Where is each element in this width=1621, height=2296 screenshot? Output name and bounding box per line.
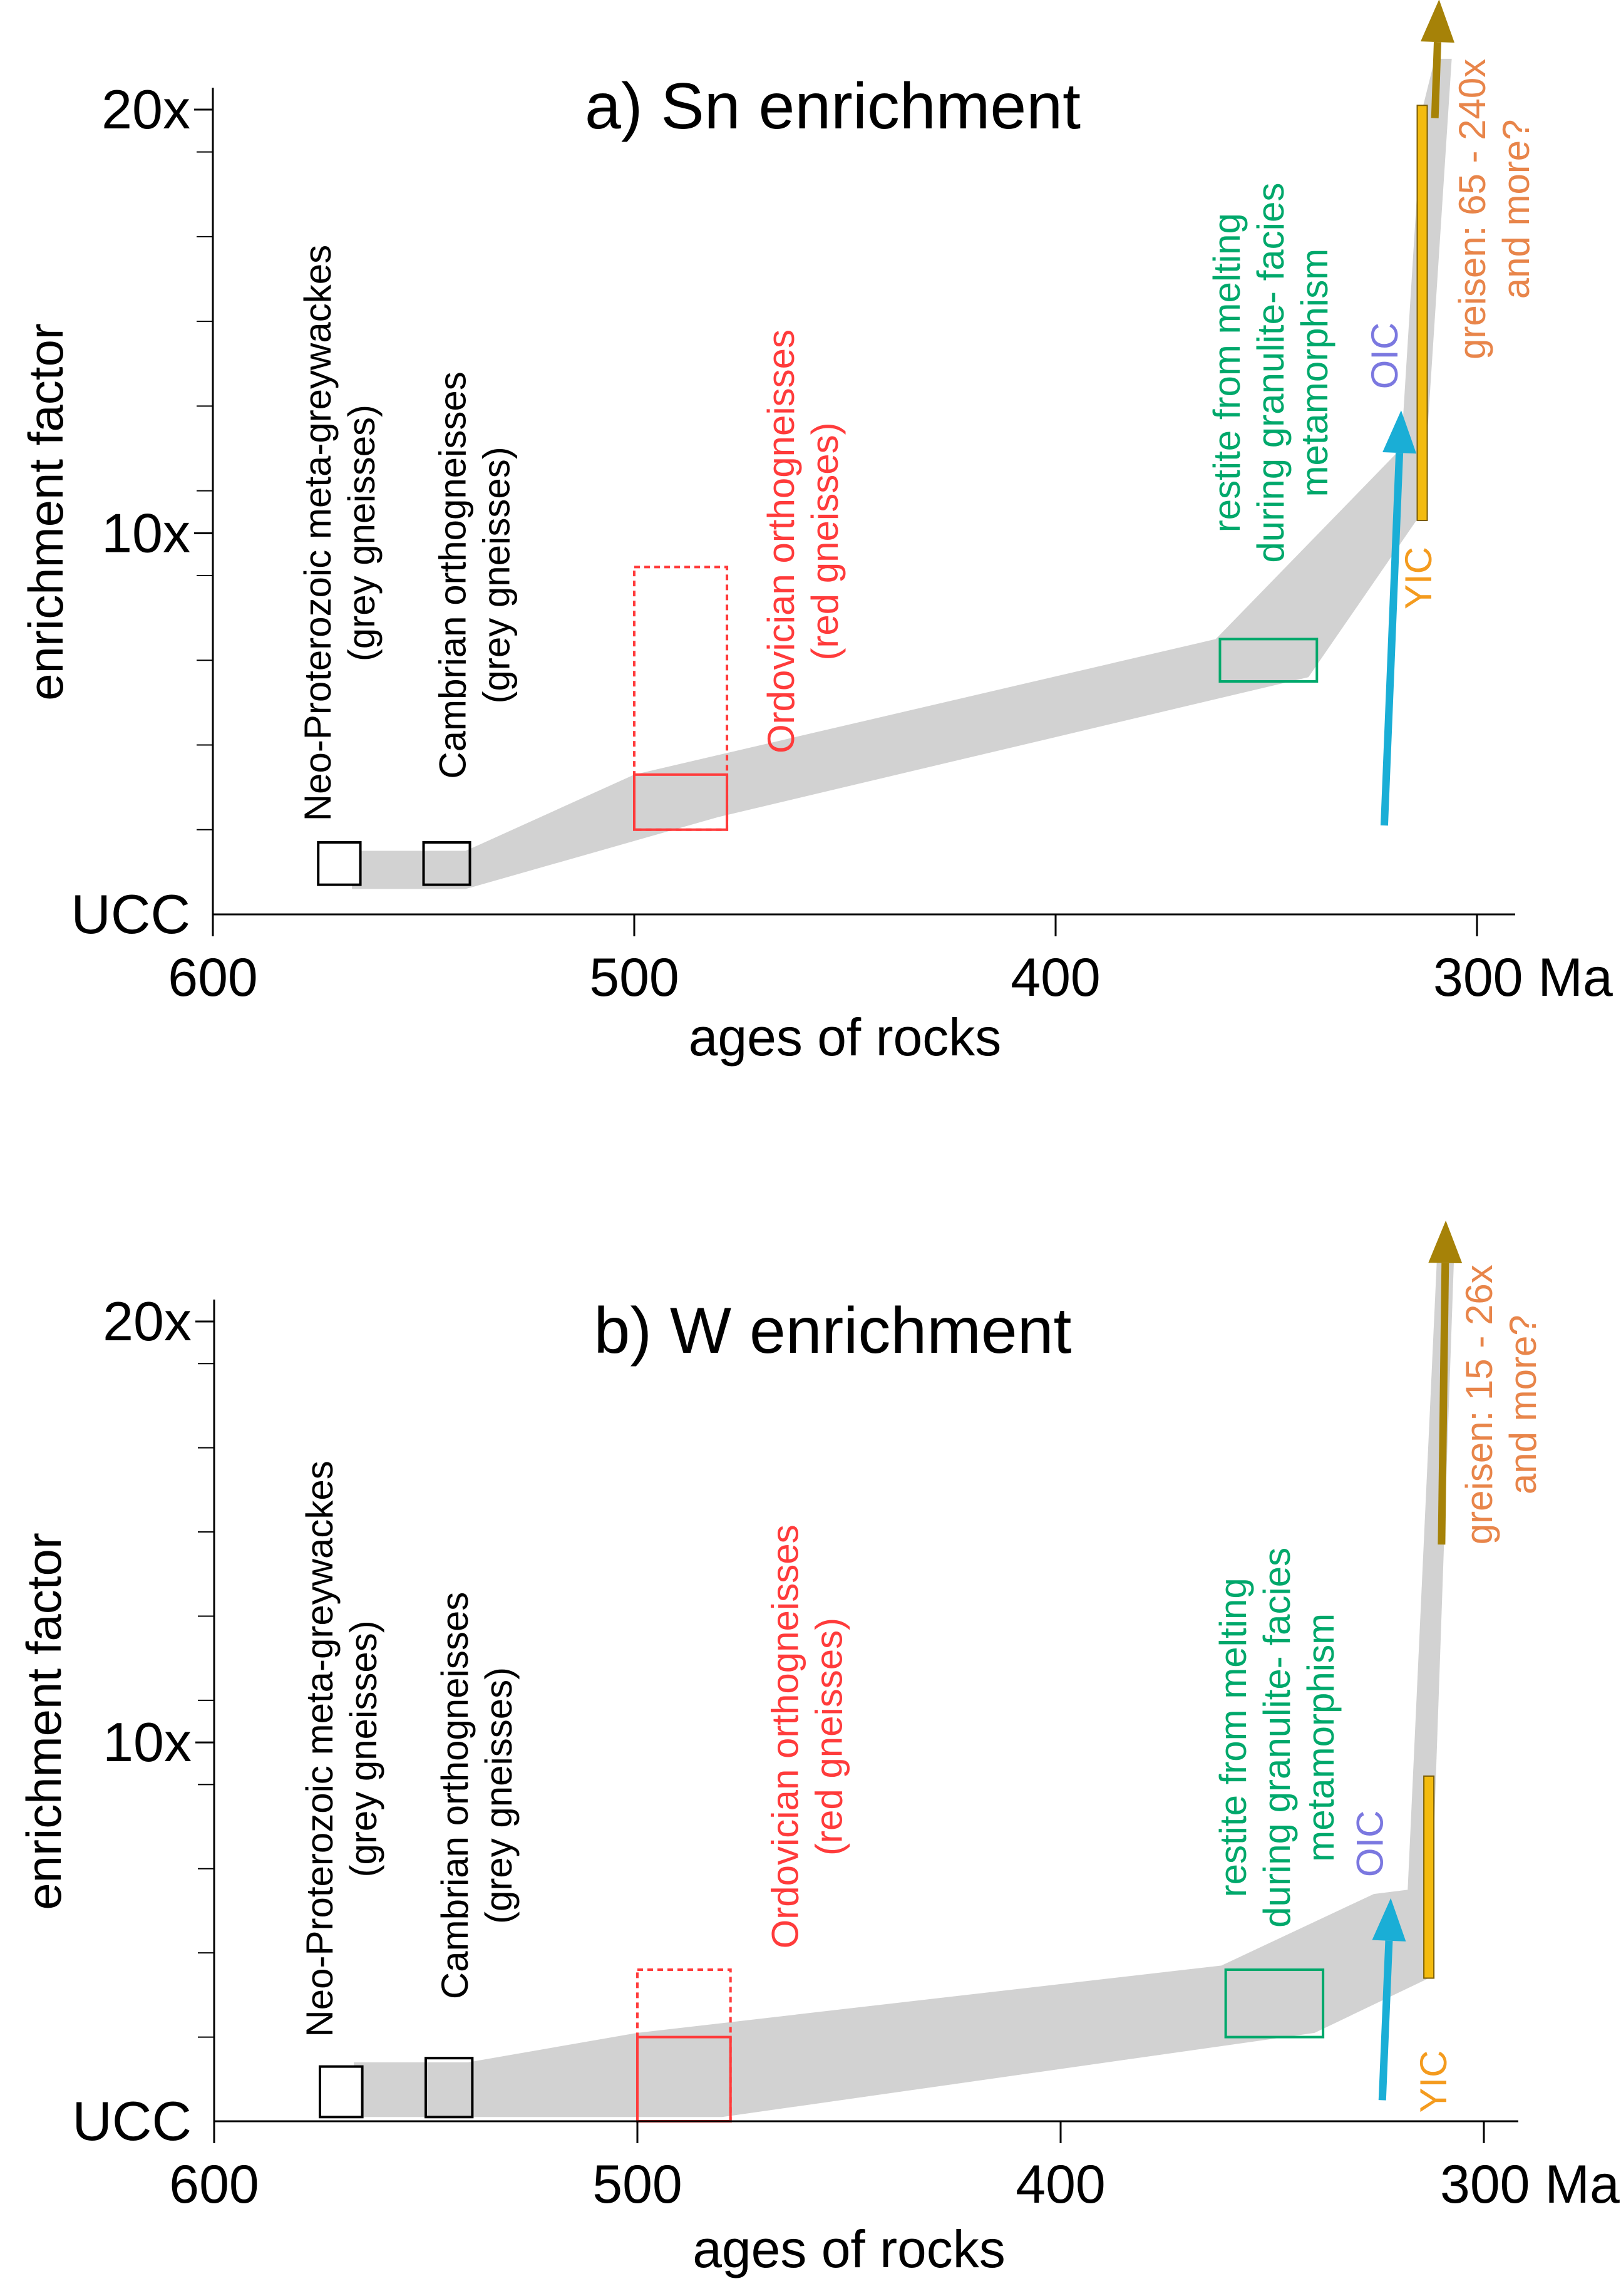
panel-sn-enrichment: UCC 10x 20x 600 500 400 300 Ma a) Sn enrichment… — [18, 0, 1613, 1067]
ordovician-label: Ordovician orthogneisses (red gneisses) — [764, 1524, 850, 1948]
neo-proterozoic-label: Neo-Proterozoic meta-greywackes (grey gne… — [299, 1461, 384, 2037]
sn-chart-title: a) Sn enrichment — [585, 70, 1081, 143]
greisen-arrow-shaft — [1438, 1263, 1449, 1545]
yic-label-line: YIC — [1413, 2050, 1454, 2113]
restite-label-line: restite from melting — [1212, 1578, 1254, 1897]
oic-arrow-shaft — [1380, 452, 1404, 826]
cambrian-label-line: Cambrian orthogneisses — [431, 371, 473, 778]
restite-label-line: during granulite- facies — [1250, 183, 1292, 563]
neo-proterozoic-label-line: (grey gneisses) — [341, 405, 383, 661]
w-y-tick-label: 20x — [103, 1290, 192, 1352]
ordovician-label: Ordovician orthogneisses (red gneisses) — [760, 329, 846, 753]
greisen-label: greisen: 15 - 26x and more? — [1458, 1264, 1544, 1544]
restite-label: restite from melting during granulite- fa… — [1212, 1548, 1342, 1928]
neo-proterozoic-box — [319, 2065, 364, 2119]
w-chart-title: b) W enrichment — [594, 1295, 1072, 1367]
sn-x-tick-label: 600 — [168, 948, 258, 1008]
yic-label: YIC — [1397, 547, 1439, 609]
w-x-tick-label: 400 — [1016, 2154, 1106, 2215]
sn-y-tick-label: UCC — [71, 883, 190, 945]
w-x-tick-label: 600 — [169, 2154, 259, 2215]
greisen-label: greisen: 65 - 240x and more? — [1451, 59, 1537, 359]
neo-proterozoic-label-line: Neo-Proterozoic meta-greywackes — [299, 1461, 341, 2037]
w-y-axis-label: enrichment factor — [16, 1533, 71, 1910]
w-x-axis-label: ages of rocks — [692, 2220, 1006, 2278]
panel-w-enrichment: UCC 10x 20x 600 500 400 300 Ma b) W enrichment a… — [16, 1220, 1620, 2278]
restite-label-line: metamorphism — [1294, 249, 1335, 497]
ordovician-range-box — [633, 566, 729, 831]
greisen-label-line: and more? — [1502, 1315, 1544, 1494]
neo-proterozoic-label-line: (grey gneisses) — [342, 1620, 384, 1877]
cambrian-label-line: Cambrian orthogneisses — [434, 1592, 476, 1999]
cambrian-label: Cambrian orthogneisses (grey gneisses) — [431, 371, 517, 778]
oic-label: OIC — [1364, 323, 1406, 390]
restite-label: restite from melting during granulite- fa… — [1206, 183, 1335, 563]
restite-label-line: restite from melting — [1206, 213, 1248, 532]
ordovician-label-line: (red gneisses) — [804, 422, 846, 660]
greisen-arrow-shaft — [1431, 41, 1442, 118]
sn-x-tick-label: 400 — [1011, 948, 1101, 1008]
cambrian-label-line: (grey gneisses) — [478, 1667, 520, 1924]
ordovician-label-line: Ordovician orthogneisses — [760, 329, 802, 753]
yic-label-line: YIC — [1397, 547, 1439, 609]
cambrian-label-line: (grey gneisses) — [475, 447, 517, 703]
yic-label: YIC — [1413, 2050, 1454, 2113]
restite-box — [1224, 1968, 1325, 2039]
greisen-label-line: greisen: 15 - 26x — [1458, 1264, 1500, 1544]
w-x-tick-label: 500 — [592, 2154, 682, 2215]
cambrian-box — [422, 841, 471, 886]
neo-proterozoic-box — [317, 841, 362, 886]
sn-y-axis-label: enrichment factor — [18, 323, 73, 701]
oic-arrow-shaft — [1378, 1940, 1393, 2101]
sn-x-tick-label: 500 — [589, 948, 679, 1008]
w-y-tick-label: 10x — [103, 1711, 192, 1773]
greisen-label-line: and more? — [1495, 119, 1537, 299]
restite-label-line: during granulite- facies — [1256, 1548, 1298, 1928]
w-y-tick-label: UCC — [72, 2090, 192, 2152]
oic-label-line: OIC — [1364, 323, 1406, 390]
oic-label-line: OIC — [1349, 1811, 1391, 1878]
ordovician-label-line: Ordovician orthogneisses — [764, 1524, 806, 1948]
cambrian-box — [425, 2057, 474, 2119]
oic-arrow-head — [1382, 410, 1417, 454]
yic-bar — [1423, 1775, 1435, 1979]
sn-x-axis-label: ages of rocks — [689, 1008, 1002, 1067]
ordovician-label-line: (red gneisses) — [808, 1618, 850, 1856]
sn-y-tick-label: 20x — [101, 78, 190, 140]
neo-proterozoic-label: Neo-Proterozoic meta-greywackes (grey gne… — [297, 245, 383, 821]
w-x-tick-label: 300 Ma — [1440, 2154, 1620, 2215]
cambrian-label: Cambrian orthogneisses (grey gneisses) — [434, 1592, 520, 1999]
oic-arrow-head — [1372, 1898, 1406, 1942]
greisen-arrow-head — [1421, 0, 1454, 43]
sn-x-tick-label: 300 Ma — [1433, 948, 1613, 1008]
sn-y-tick-label: 10x — [101, 502, 190, 564]
restite-label-line: metamorphism — [1300, 1613, 1342, 1862]
greisen-arrow-head — [1428, 1220, 1463, 1264]
oic-label: OIC — [1349, 1811, 1391, 1878]
restite-box — [1218, 638, 1319, 683]
yic-bar — [1416, 105, 1428, 522]
sn-enrichment-band — [352, 58, 1452, 889]
neo-proterozoic-label-line: Neo-Proterozoic meta-greywackes — [297, 245, 339, 821]
greisen-label-line: greisen: 65 - 240x — [1451, 59, 1493, 359]
